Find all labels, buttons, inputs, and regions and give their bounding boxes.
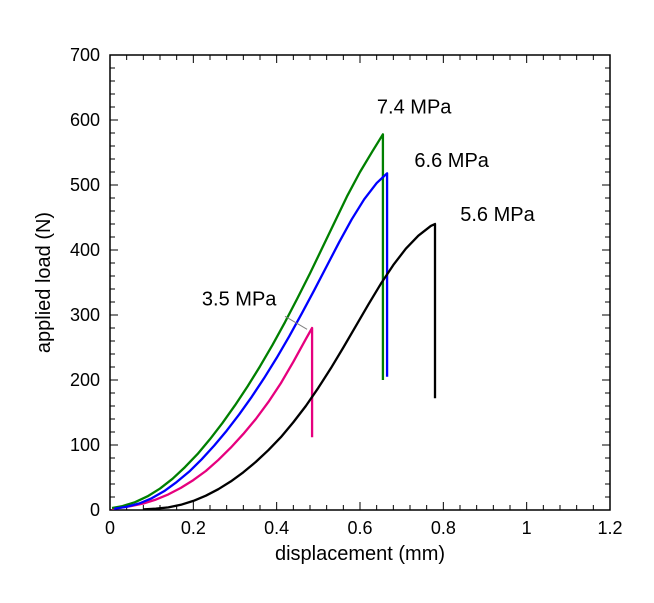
y-axis-label: applied load (N) [33, 212, 55, 353]
y-tick-label: 100 [70, 435, 100, 455]
series-label: 7.4 MPa [377, 97, 452, 119]
x-tick-label: 1 [522, 518, 532, 538]
series-label: 5.6 MPa [460, 204, 535, 226]
x-tick-label: 0.4 [264, 518, 289, 538]
y-tick-label: 500 [70, 175, 100, 195]
chart-container: 0 0.2 0.4 0.6 0.8 1 1.2 0 100 200 300 400 500 600 700 d… [0, 0, 654, 603]
y-tick-label: 700 [70, 45, 100, 65]
y-tick-label: 200 [70, 370, 100, 390]
series-label: 6.6 MPa [414, 150, 489, 172]
x-tick-label: 1.2 [597, 518, 622, 538]
x-axis-label: displacement (mm) [275, 543, 445, 565]
x-tick-label: 0 [105, 518, 115, 538]
y-tick-label: 400 [70, 240, 100, 260]
y-tick-label: 0 [90, 500, 100, 520]
x-tick-label: 0.6 [347, 518, 372, 538]
x-tick-label: 0.8 [431, 518, 456, 538]
x-tick-label: 0.2 [181, 518, 206, 538]
y-tick-label: 300 [70, 305, 100, 325]
series-label: 3.5 MPa [202, 288, 277, 310]
y-tick-label: 600 [70, 110, 100, 130]
load-displacement-chart: 0 0.2 0.4 0.6 0.8 1 1.2 0 100 200 300 400 500 600 700 d… [0, 0, 654, 603]
